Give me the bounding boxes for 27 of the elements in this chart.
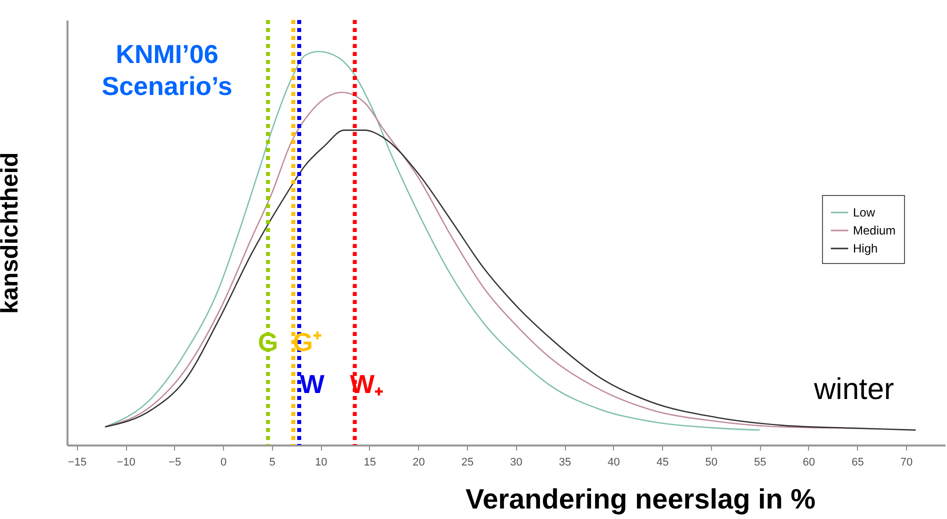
annotation: KNMI’06 Scenario’s xyxy=(102,39,232,101)
legend-label: Low xyxy=(853,206,876,220)
x-tick-label: 50 xyxy=(705,456,718,468)
x-tick-label: 30 xyxy=(510,456,522,468)
x-tick-label: 65 xyxy=(852,456,864,468)
x-tick-label: 70 xyxy=(900,456,913,468)
x-tick-label: 25 xyxy=(461,456,474,468)
x-tick-label: 60 xyxy=(802,456,816,468)
ref-line-label: W xyxy=(300,369,325,399)
x-tick-label: 15 xyxy=(364,456,376,468)
x-tick-label: 45 xyxy=(656,456,669,468)
ref-line-label: G⁺ xyxy=(292,327,322,357)
x-tick-label: −15 xyxy=(68,456,87,468)
x-tick-label: 20 xyxy=(412,456,425,468)
x-tick-label: 5 xyxy=(269,456,276,468)
legend-label: High xyxy=(853,242,878,256)
x-tick-label: 40 xyxy=(608,456,620,468)
y-axis-title: kansdichtheid xyxy=(0,152,24,314)
x-tick-label: 10 xyxy=(315,456,328,468)
x-tick-label: −5 xyxy=(168,456,182,468)
x-tick-label: 55 xyxy=(754,456,766,468)
x-tick-label: −10 xyxy=(116,456,136,468)
x-axis-title: Verandering neerslag in % xyxy=(465,484,816,514)
x-tick-label: 35 xyxy=(558,456,572,468)
legend-label: Medium xyxy=(853,224,896,238)
x-tick-label: 0 xyxy=(220,456,227,468)
annotation: winter xyxy=(812,373,894,406)
